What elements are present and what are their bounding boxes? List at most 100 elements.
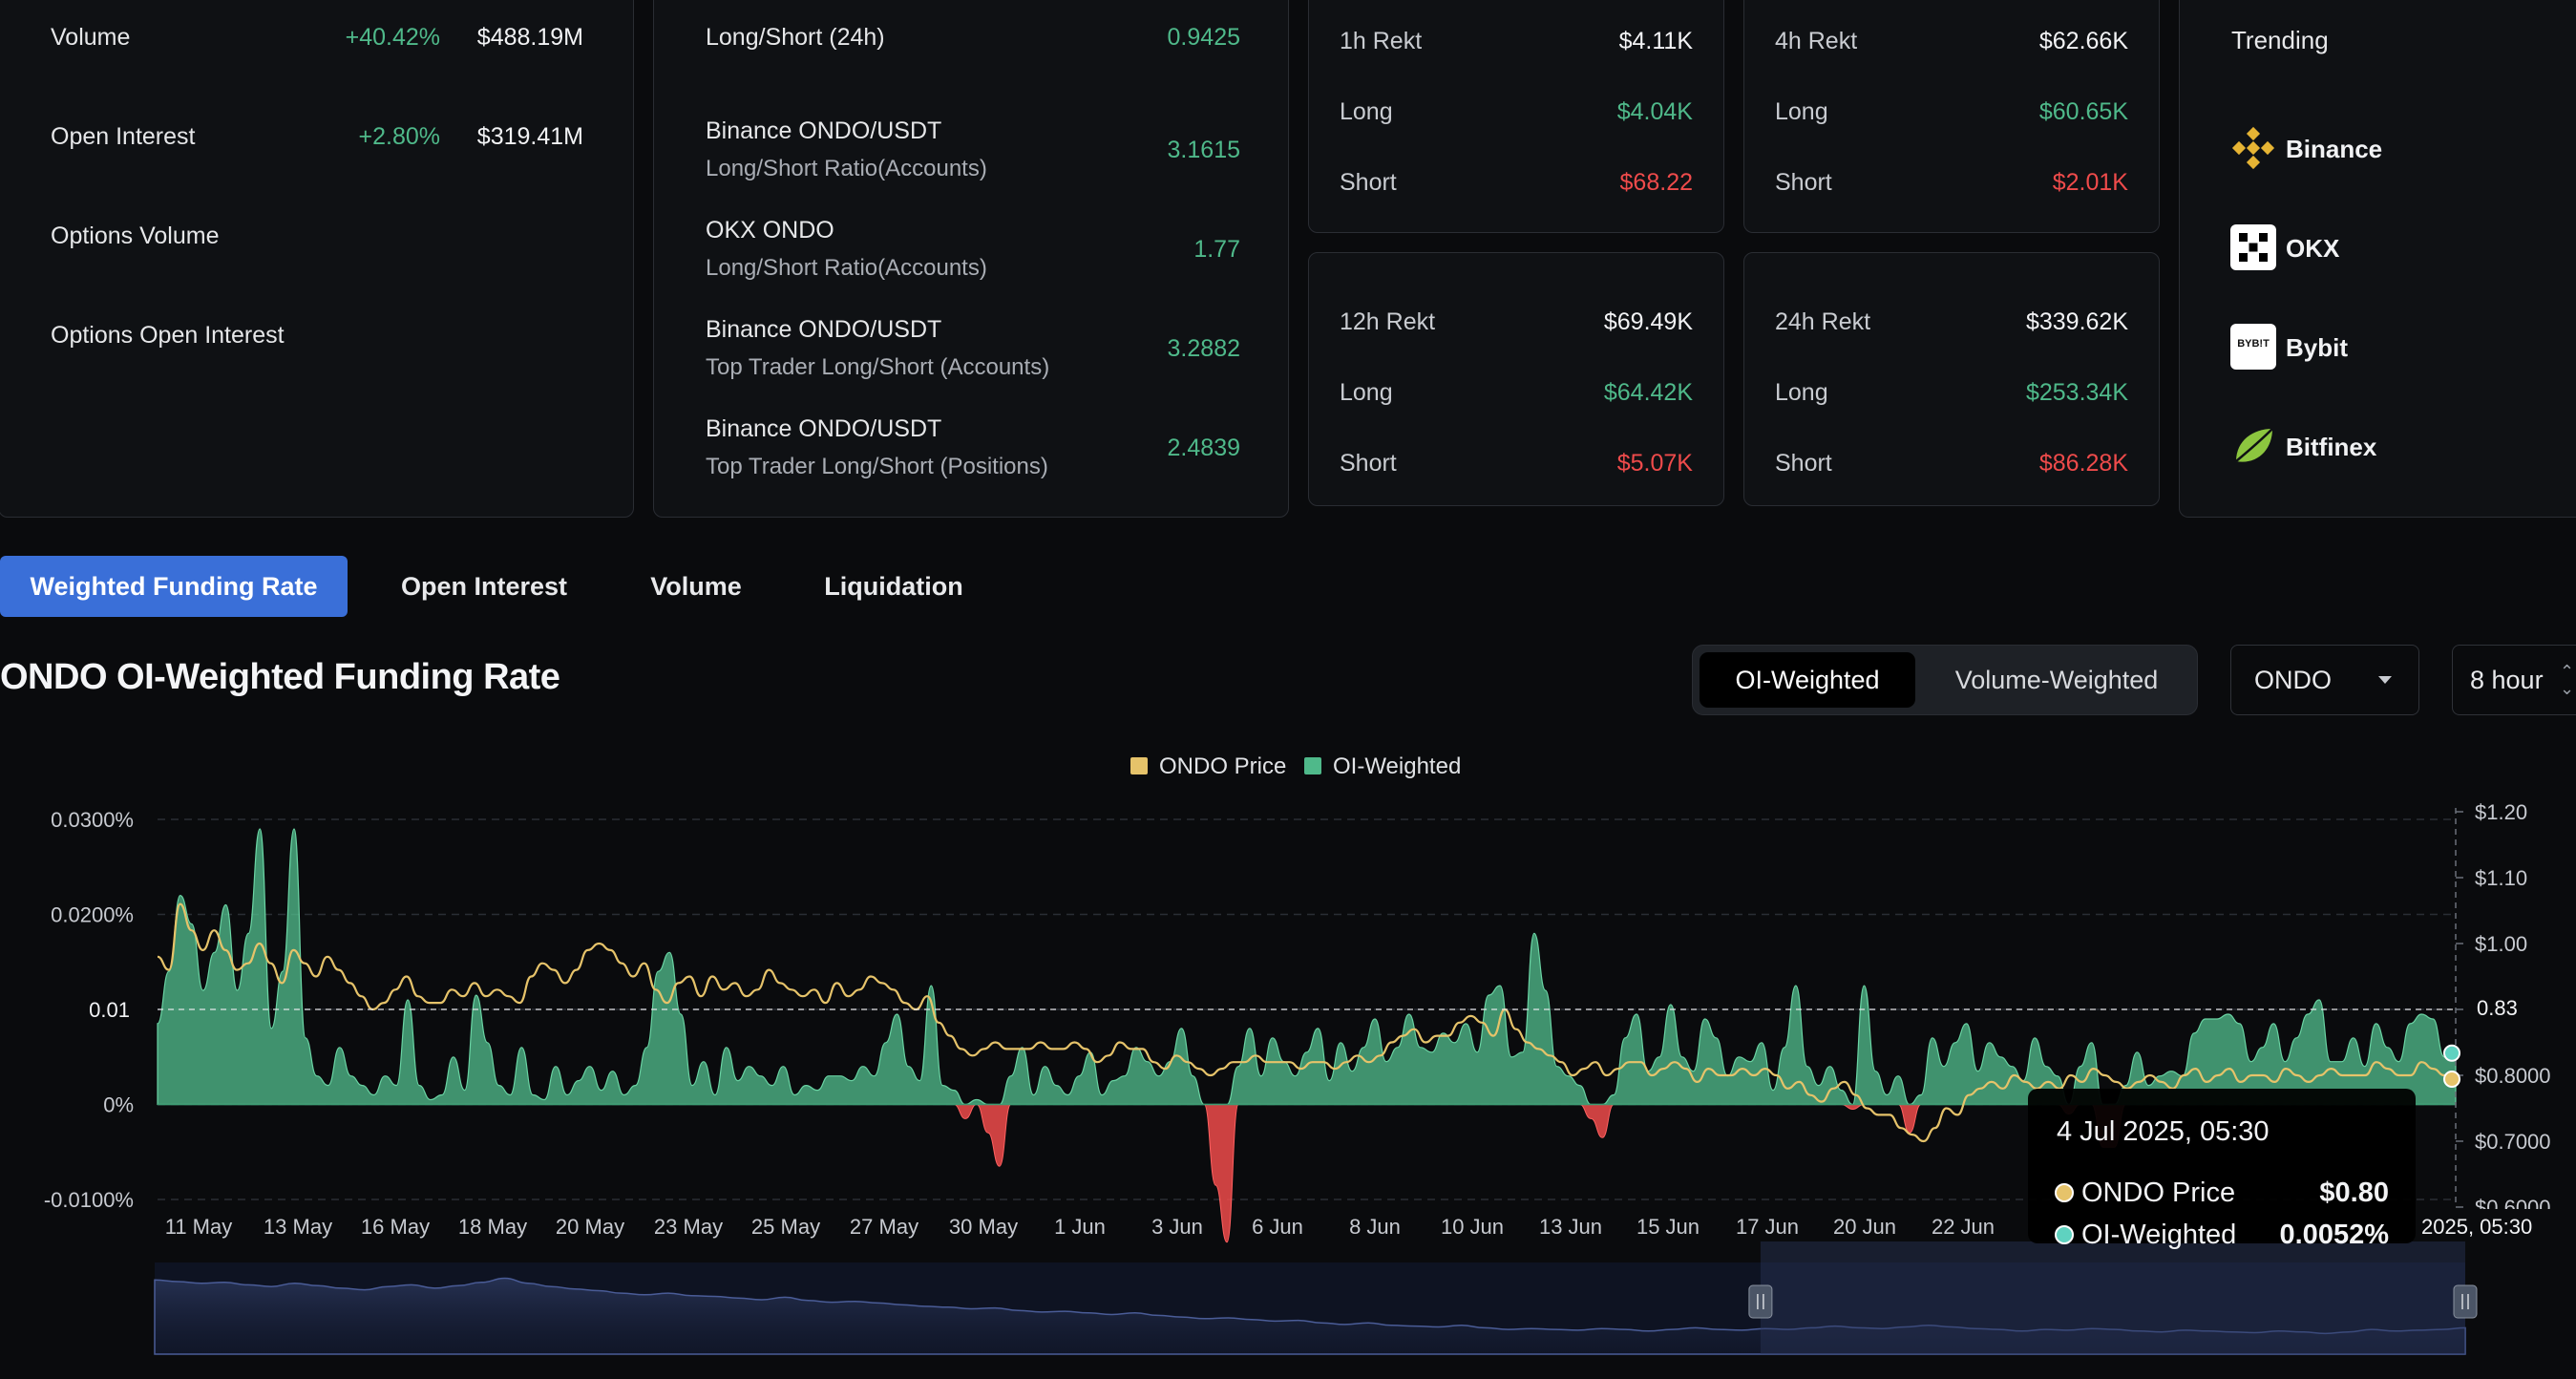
volume-weighted-button[interactable]: Volume-Weighted [1954,666,2159,694]
crosshair-x-label-bg [2410,1209,2576,1243]
rekt-short-label: Short [1775,450,1832,477]
x-tick-label: 6 Jun [1252,1215,1303,1239]
trending-item-bitfinex[interactable]: Bitfinex [2230,423,2517,471]
market-row-change: +40.42% [345,24,440,51]
x-tick-label: 11 May [165,1215,233,1239]
tooltip-series-dot [2055,1225,2074,1244]
trending-item-label: Bitfinex [2286,433,2377,461]
y-right-tick-label: $0.7000 [2475,1130,2551,1154]
y-right-tick-label: $0.8000 [2475,1064,2551,1088]
y-left-tick-label: -0.0100% [44,1188,134,1212]
rekt-total: $62.66K [2038,28,2128,54]
weighting-toggle: OI-Weighted Volume-Weighted [1692,645,2198,715]
binance-logo-icon [2230,125,2276,171]
rekt-title: 1h Rekt [1340,28,1423,54]
x-tick-label: 15 Jun [1636,1215,1700,1239]
rekt-short-value: $2.01K [2052,169,2128,196]
interval-select-value: 8 hour [2470,666,2544,694]
ls-row-label: OKX ONDO [706,217,834,244]
crosshair-left-value: 0.01 [89,998,130,1022]
rekt-card: 1h Rekt $4.11K Long $4.04K Short $68.22 [1308,0,1724,233]
rekt-short-label: Short [1340,169,1397,196]
market-row-label: Open Interest [51,123,196,150]
market-row-label: Volume [51,24,131,51]
legend-label: OI-Weighted [1333,753,1461,779]
ls-row-sublabel: Top Trader Long/Short (Positions) [706,454,1048,479]
rekt-short-value: $5.07K [1616,450,1693,477]
tooltip-title: 4 Jul 2025, 05:30 [2057,1116,2270,1147]
rekt-short-label: Short [1775,169,1832,196]
interval-select[interactable]: 8 hour ⌃ ⌄ [2452,645,2576,715]
crosshair-left-label-bg [0,993,151,1026]
rekt-short-label: Short [1340,450,1397,477]
x-tick-label: 8 Jun [1349,1215,1401,1239]
trending-title: Trending [2231,26,2329,54]
x-tick-label: 13 May [264,1215,332,1239]
section-title: ONDO OI-Weighted Funding Rate [0,657,560,697]
rekt-title: 12h Rekt [1340,308,1436,335]
x-tick-label: 25 May [751,1215,820,1239]
navigator-selection [1760,1241,2465,1354]
trending-item-okx[interactable]: OKX [2230,224,2517,272]
rekt-card: 12h Rekt $69.49K Long $64.42K Short $5.07K [1308,252,1724,506]
tooltip-series-name: OI-Weighted [2081,1220,2236,1250]
caret-down-icon [2378,676,2392,684]
navigator-left-handle[interactable] [1748,1284,1773,1319]
x-tick-label: 30 May [949,1215,1018,1239]
navigator-area [154,1277,2466,1355]
trending-item-label: Bybit [2286,333,2348,362]
navigator-background [155,1262,2465,1354]
ls-row-label: Binance ONDO/USDT [706,415,942,442]
market-row-change: +2.80% [358,123,441,150]
x-tick-label: 20 May [556,1215,624,1239]
oi-weighted-positive-area [157,828,2457,1106]
ls-row-sublabel: Long/Short Ratio(Accounts) [706,255,987,281]
crosshair-oi-point [2443,1044,2460,1062]
rekt-long-label: Long [1340,379,1393,406]
market-row-value: $488.19M [476,24,583,51]
ls-row-sublabel: Top Trader Long/Short (Accounts) [706,354,1050,380]
tooltip-series-value: 0.0052% [2280,1220,2390,1250]
y-right-tick-label: $1.00 [2475,932,2527,956]
x-tick-label: 22 Jun [1932,1215,1995,1239]
rekt-short-value: $86.28K [2038,450,2128,477]
x-tick-label: 27 May [850,1215,918,1239]
rekt-long-value: $4.04K [1616,98,1693,125]
tooltip-series-value: $0.80 [2319,1177,2389,1208]
trending-item-bybit[interactable]: BYB!T Bybit [2230,324,2517,371]
legend-label: ONDO Price [1159,753,1286,779]
crosshair-right-label-bg [2463,990,2576,1025]
x-tick-label: 23 May [654,1215,723,1239]
crosshair-price-point [2443,1071,2460,1088]
trending-item-binance[interactable]: Binance [2230,125,2517,173]
y-left-tick-label: 0.0300% [51,808,134,832]
oi-weighted-button[interactable]: OI-Weighted [1700,652,1915,708]
ls-row-value: 1.77 [1193,236,1240,263]
tooltip-series-dot [2055,1183,2074,1202]
x-tick-label: 18 May [458,1215,527,1239]
x-tick-label: 1 Jun [1054,1215,1106,1239]
rekt-long-value: $253.34K [2025,379,2128,406]
market-row-value: $319.41M [476,123,583,150]
market-row-label: Options Open Interest [51,322,285,349]
rekt-title: 4h Rekt [1775,28,1858,54]
tooltip-box [2028,1089,2416,1243]
ls-row-sublabel: Long/Short Ratio(Accounts) [706,156,987,181]
ls-row-label: Binance ONDO/USDT [706,316,942,343]
y-right-tick-label: $1.10 [2475,866,2527,890]
rekt-long-value: $60.65K [2038,98,2128,125]
tab-weighted-funding-rate[interactable]: Weighted Funding Rate [0,556,348,617]
tab-volume[interactable]: Volume [650,572,742,601]
y-right-tick-label: $1.20 [2475,800,2527,824]
y-right-tick-label: $0.6000 [2475,1196,2551,1220]
coin-select[interactable]: ONDO [2230,645,2419,715]
ls-row-label: Long/Short (24h) [706,24,885,51]
y-left-tick-label: 0.0100% [51,998,134,1022]
okx-logo-icon [2230,224,2276,270]
rekt-long-label: Long [1775,379,1828,406]
tab-open-interest[interactable]: Open Interest [400,572,568,601]
tab-liquidation[interactable]: Liquidation [824,572,963,601]
rekt-long-label: Long [1775,98,1828,125]
navigator-right-handle[interactable] [2453,1284,2478,1319]
stepper-arrows-icon: ⌃ ⌄ [2560,662,2575,698]
